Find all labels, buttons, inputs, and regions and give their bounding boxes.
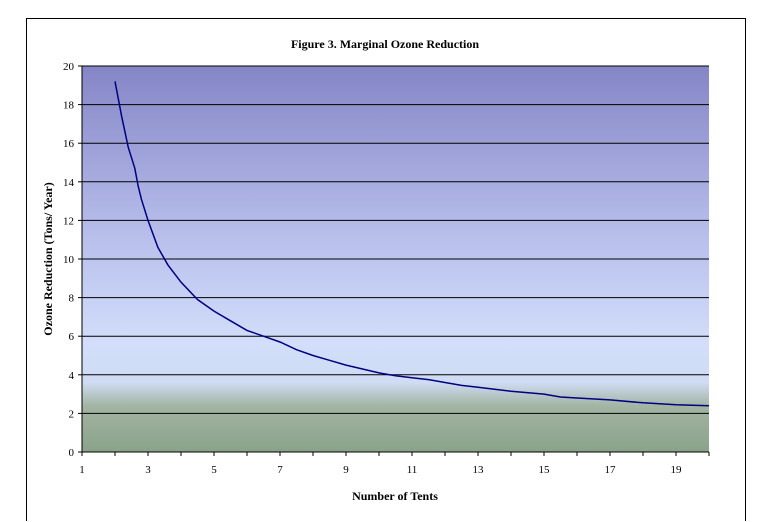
x-tick-label-9: 9 <box>343 464 349 476</box>
y-tick-label-18: 18 <box>63 100 75 112</box>
series-line <box>114 81 710 407</box>
y-tick-label-0: 0 <box>69 447 75 459</box>
x-tick-labels: 1 3 5 7 9 11 13 15 17 19 <box>79 452 710 476</box>
x-tick-label-19: 19 <box>671 464 683 476</box>
y-tick-label-12: 12 <box>63 215 74 227</box>
y-tick-label-14: 14 <box>63 177 75 189</box>
y-tick-labels: 0 2 4 6 8 10 12 14 16 18 20 <box>63 61 82 459</box>
y-tick-label-4: 4 <box>69 370 75 382</box>
x-tick-label-3: 3 <box>145 464 151 476</box>
y-tick-label-20: 20 <box>63 61 75 73</box>
y-tick-label-16: 16 <box>63 138 75 150</box>
x-tick-label-13: 13 <box>473 464 485 476</box>
x-tick-label-15: 15 <box>539 464 551 476</box>
x-tick-label-7: 7 <box>277 464 283 476</box>
y-axis-label: Ozone Reduction (Tons/ Year) <box>41 182 55 335</box>
x-axis-label: Number of Tents <box>352 489 438 503</box>
y-tick-label-2: 2 <box>69 408 75 420</box>
x-tick-label-1: 1 <box>79 464 85 476</box>
y-tick-label-10: 10 <box>63 254 75 266</box>
y-tick-label-6: 6 <box>69 331 75 343</box>
y-tick-label-8: 8 <box>69 293 75 305</box>
x-tick-label-11: 11 <box>407 464 418 476</box>
x-tick-label-17: 17 <box>605 464 617 476</box>
x-tick-label-5: 5 <box>211 464 217 476</box>
gridlines <box>82 65 709 414</box>
chart-title: Figure 3. Marginal Ozone Reduction <box>291 37 479 51</box>
